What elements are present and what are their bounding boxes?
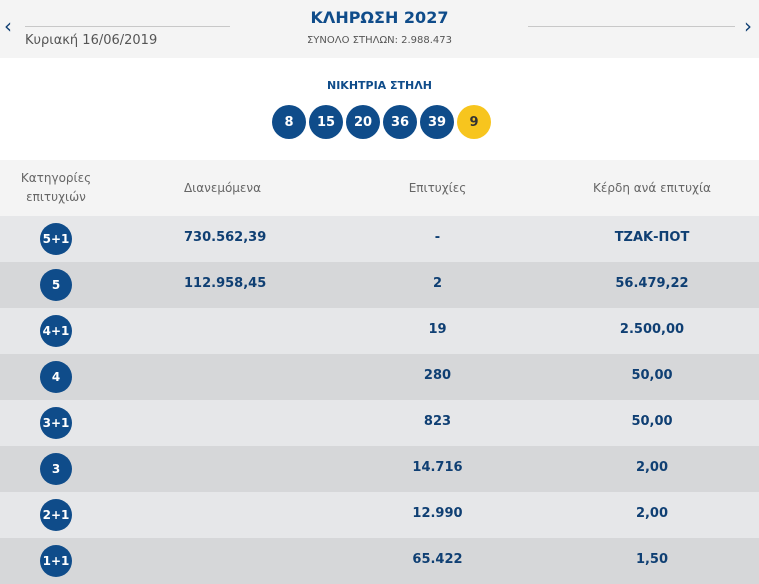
number-ball: 15 xyxy=(309,105,343,139)
table-row: 5+1 730.562,39 - ΤΖΑΚ-ΠΟΤ xyxy=(0,216,759,262)
prize-per-winner: 2.500,00 xyxy=(619,322,685,337)
draw-date: Κυριακή 16/06/2019 xyxy=(25,33,158,48)
winners-count: 12.990 xyxy=(412,506,463,521)
prize-per-winner: 50,00 xyxy=(631,414,673,429)
winners-count: 280 xyxy=(423,368,452,383)
table-row: 3+1 823 50,00 xyxy=(0,400,759,446)
category-badge: 4+1 xyxy=(40,315,72,347)
table-row: 4 280 50,00 xyxy=(0,354,759,400)
draw-title: ΚΛΗΡΩΣΗ 2027 xyxy=(310,8,449,27)
distributed-amount: 112.958,45 xyxy=(184,276,267,291)
table-row: 4+1 19 2.500,00 xyxy=(0,308,759,354)
category-badge: 5 xyxy=(40,269,72,301)
total-columns: ΣΥΝΟΛΟ ΣΤΗΛΩΝ: 2.988.473 xyxy=(306,35,453,46)
category-badge: 4 xyxy=(40,361,72,393)
number-ball: 20 xyxy=(346,105,380,139)
category-badge: 3+1 xyxy=(40,407,72,439)
distributed-amount: 730.562,39 xyxy=(184,230,267,245)
winning-numbers: 8 15 20 36 39 9 xyxy=(272,105,491,139)
category-badge: 3 xyxy=(40,453,72,485)
prize-per-winner: 56.479,22 xyxy=(615,276,689,291)
prize-per-winner: 2,00 xyxy=(635,460,669,475)
winners-count: 2 xyxy=(432,276,443,291)
header-prize: Κέρδη ανά επιτυχία xyxy=(593,180,711,195)
prize-per-winner: ΤΖΑΚ-ΠΟΤ xyxy=(614,230,690,245)
prize-per-winner: 50,00 xyxy=(631,368,673,383)
number-ball: 8 xyxy=(272,105,306,139)
category-badge: 2+1 xyxy=(40,499,72,531)
header-categories: Κατηγορίες επιτυχιών xyxy=(20,171,92,204)
bonus-ball: 9 xyxy=(457,105,491,139)
header-distributed: Διανεμόμενα xyxy=(183,180,262,195)
prev-draw-button[interactable]: ‹ xyxy=(4,14,12,38)
winners-count: 65.422 xyxy=(412,552,463,567)
table-row: 1+1 65.422 1,50 xyxy=(0,538,759,584)
winners-count: 823 xyxy=(423,414,452,429)
header-winners: Επιτυχίες xyxy=(408,180,467,195)
divider xyxy=(25,26,230,27)
winners-count: 14.716 xyxy=(412,460,463,475)
table-header: Κατηγορίες επιτυχιών Διανεμόμενα Επιτυχί… xyxy=(0,160,759,216)
table-row: 5 112.958,45 2 56.479,22 xyxy=(0,262,759,308)
number-ball: 36 xyxy=(383,105,417,139)
table-row: 2+1 12.990 2,00 xyxy=(0,492,759,538)
prize-per-winner: 2,00 xyxy=(635,506,669,521)
winning-label: ΝΙΚΗΤΡΙΑ ΣΤΗΛΗ xyxy=(327,79,432,92)
category-badge: 1+1 xyxy=(40,545,72,577)
category-badge: 5+1 xyxy=(40,223,72,255)
draw-header: ‹ Κυριακή 16/06/2019 ΚΛΗΡΩΣΗ 2027 ΣΥΝΟΛΟ… xyxy=(0,0,759,58)
prize-per-winner: 1,50 xyxy=(635,552,669,567)
number-ball: 39 xyxy=(420,105,454,139)
next-draw-button[interactable]: › xyxy=(744,14,752,38)
table-row: 3 14.716 2,00 xyxy=(0,446,759,492)
winners-count: 19 xyxy=(428,322,447,337)
winners-count: - xyxy=(434,230,441,245)
divider xyxy=(528,26,735,27)
